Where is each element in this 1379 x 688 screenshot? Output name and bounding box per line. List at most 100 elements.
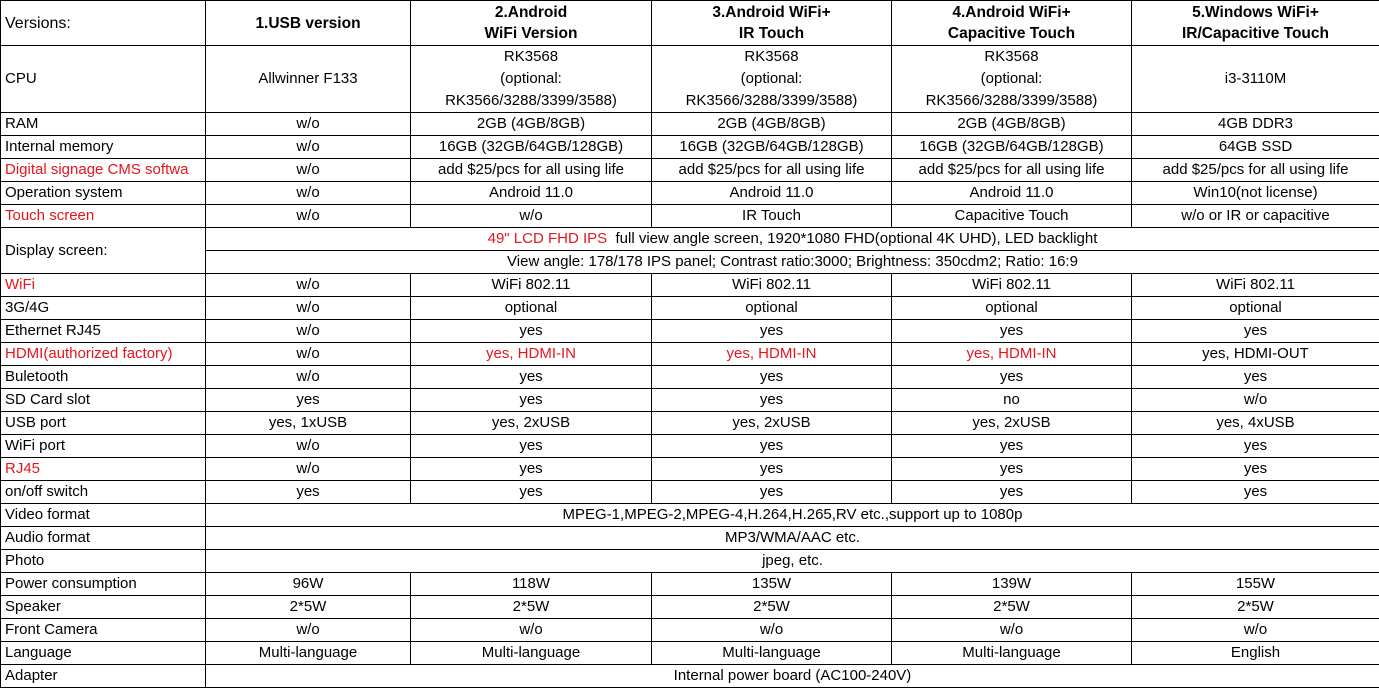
cell: w/o	[206, 458, 411, 481]
row-label: 3G/4G	[1, 297, 206, 320]
cell: 64GB SSD	[1132, 136, 1379, 159]
cell-line: (optional:	[981, 70, 1043, 87]
cell: yes	[1132, 481, 1379, 504]
row-label: Language	[1, 642, 206, 665]
cell: add $25/pcs for all using life	[411, 159, 652, 182]
row-label: Operation system	[1, 182, 206, 205]
row-label: RJ45	[1, 458, 206, 481]
cell: 16GB (32GB/64GB/128GB)	[892, 136, 1132, 159]
cell-line: RK3568	[744, 48, 798, 65]
cell: WiFi 802.11	[892, 274, 1132, 297]
cell: yes	[892, 435, 1132, 458]
version-header-line: IR Touch	[739, 25, 804, 42]
cell: 96W	[206, 573, 411, 596]
row-label: HDMI(authorized factory)	[1, 343, 206, 366]
cell-line: (optional:	[500, 70, 562, 87]
cell-line: RK3568	[984, 48, 1038, 65]
cell-line: RK3566/3288/3399/3588)	[926, 92, 1098, 109]
version-header-line: 3.Android WiFi+	[712, 4, 830, 21]
cell: yes	[1132, 458, 1379, 481]
display-line-2: View angle: 178/178 IPS panel; Contrast …	[206, 251, 1379, 274]
version-header: 1.USB version	[206, 1, 411, 46]
cell: yes	[411, 481, 652, 504]
version-header-line: IR/Capacitive Touch	[1182, 25, 1329, 42]
cell: 135W	[652, 573, 892, 596]
row-label: WiFi port	[1, 435, 206, 458]
cell-merged: jpeg, etc.	[206, 550, 1379, 573]
cell: yes	[652, 458, 892, 481]
cell: optional	[411, 297, 652, 320]
version-header: 3.Android WiFi+ IR Touch	[652, 1, 892, 46]
cell: w/o	[206, 136, 411, 159]
row-hdmi-authorized-factory: HDMI(authorized factory)w/o yes, HDMI-IN y…	[1, 343, 1379, 366]
cell-line: Allwinner F133	[258, 70, 357, 87]
row-label: USB port	[1, 412, 206, 435]
cell: yes	[411, 435, 652, 458]
cell: Multi-language	[652, 642, 892, 665]
cell: 2GB (4GB/8GB)	[411, 113, 652, 136]
row-label: Audio format	[1, 527, 206, 550]
cell: w/o	[206, 435, 411, 458]
cell: yes	[411, 458, 652, 481]
cell: w/o	[206, 182, 411, 205]
cell: yes	[206, 481, 411, 504]
cell: yes	[1132, 435, 1379, 458]
cell: w/o	[411, 205, 652, 228]
cell: yes, 1xUSB	[206, 412, 411, 435]
cell: add $25/pcs for all using life	[652, 159, 892, 182]
cell: 2*5W	[1132, 596, 1379, 619]
row-label: Adapter	[1, 665, 206, 688]
cell: 139W	[892, 573, 1132, 596]
cell: no	[892, 389, 1132, 412]
cell: w/o	[1132, 619, 1379, 642]
cell: yes	[892, 458, 1132, 481]
cell: optional	[892, 297, 1132, 320]
row-label: Photo	[1, 550, 206, 573]
header-label: Versions:	[1, 1, 206, 46]
version-header-line: WiFi Version	[485, 25, 578, 42]
header-row: Versions:1.USB version 2.Android WiFi Vers…	[1, 1, 1379, 46]
display-line-1: 49" LCD FHD IPS full view angle screen, …	[206, 228, 1379, 251]
cell: w/o	[1132, 389, 1379, 412]
cell: yes	[652, 435, 892, 458]
cell: yes	[411, 389, 652, 412]
cell-line: RK3566/3288/3399/3588)	[686, 92, 858, 109]
row-label: on/off switch	[1, 481, 206, 504]
cell: yes, HDMI-OUT	[1132, 343, 1379, 366]
cell: optional	[1132, 297, 1379, 320]
cell: w/o	[206, 343, 411, 366]
cell: Multi-language	[411, 642, 652, 665]
cell: w/o	[206, 205, 411, 228]
row-label: Display screen:	[1, 228, 206, 274]
cell: 16GB (32GB/64GB/128GB)	[411, 136, 652, 159]
row-label: Speaker	[1, 596, 206, 619]
cell: yes, 2xUSB	[652, 412, 892, 435]
row-display-screen: Display screen:49" LCD FHD IPS full view…	[1, 228, 1379, 251]
version-header-line: 4.Android WiFi+	[952, 4, 1070, 21]
cell: w/o	[206, 366, 411, 389]
cell: w/o	[206, 113, 411, 136]
cell: 2*5W	[411, 596, 652, 619]
cell: yes	[652, 481, 892, 504]
row-label: Video format	[1, 504, 206, 527]
row-label: Ethernet RJ45	[1, 320, 206, 343]
cell: yes, HDMI-IN	[652, 343, 892, 366]
row-label: Front Camera	[1, 619, 206, 642]
version-header: 5.Windows WiFi+IR/Capacitive Touch	[1132, 1, 1379, 46]
row-label: Internal memory	[1, 136, 206, 159]
row-label: RAM	[1, 113, 206, 136]
row-label: Digital signage CMS softwa	[1, 159, 206, 182]
version-header-line: 2.Android	[495, 4, 567, 21]
cell: yes	[892, 366, 1132, 389]
cell: yes	[652, 366, 892, 389]
